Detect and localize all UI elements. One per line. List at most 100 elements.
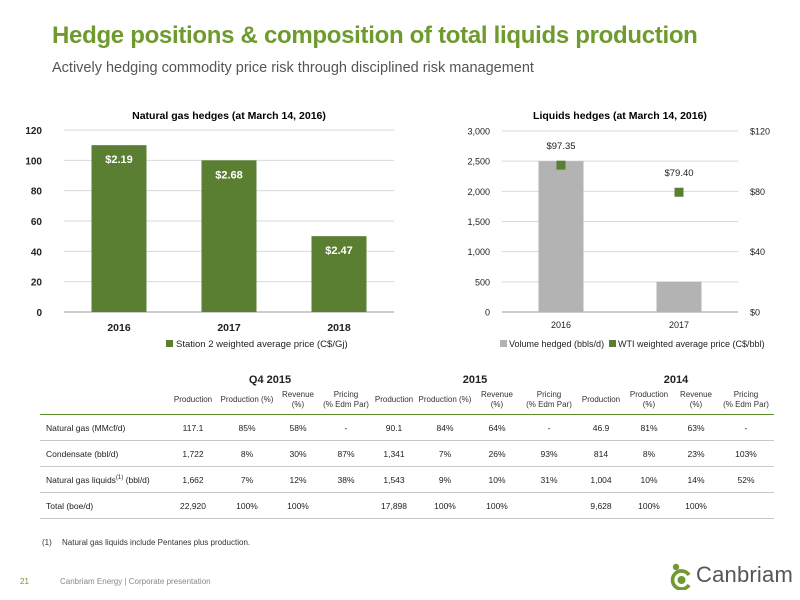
canbriam-logo-icon [670,563,691,590]
table-cell: 17,898 [372,492,416,519]
row-label-footnote-ref: (1) [115,474,124,481]
page-number: 21 [20,577,29,586]
y-tick-label: 2,500 [467,157,490,167]
table-cell: 26% [474,440,520,467]
row-label: Condensate (bbl/d) [40,440,168,467]
table-cell [718,492,774,519]
table-cell: 1,341 [372,440,416,467]
row-label-text: Natural gas (MMcf/d) [46,422,126,433]
y-tick-label: 80 [31,187,43,198]
table-cell: 814 [578,440,624,467]
canbriam-logo: Canbriam [668,560,793,590]
legend-label: Volume hedged (bbls/d) [509,339,604,349]
table-cell: 100% [474,492,520,519]
y2-tick-label: $80 [750,187,765,197]
x-tick-label: 2016 [107,322,131,334]
table-cell: 8% [624,440,674,467]
column-header: Production [578,388,624,415]
y2-tick-label: $40 [750,247,765,257]
logo-wordmark: Canbriam [696,562,793,587]
price-marker [674,187,684,197]
table-cell: 1,004 [578,466,624,493]
price-data-label: $79.40 [664,168,693,179]
table-row: Condensate (bbl/d) 1,722 8% 30% 87% 1,341 7% 26… [40,440,774,467]
table-cell: 1,722 [168,440,218,467]
table-cell: 1,662 [168,466,218,493]
x-tick-label: 2017 [217,322,241,334]
column-header: Pricing (% Edm Par) [520,388,578,415]
table-row: Total (boe/d) 22,920 100% 100% 17,898 100% 100… [40,492,774,519]
table-cell: 10% [474,466,520,493]
legend-label: WTI weighted average price (C$/bbl) [618,339,765,349]
table-cell: - [718,414,774,441]
table-cell: 1,543 [372,466,416,493]
table-header-row: Production Production (%) Revenue (%) Prici… [40,388,774,415]
table-cell: 46.9 [578,414,624,441]
table-cell: 9,628 [578,492,624,519]
liquids-composition-table: Q4 2015 2015 2014 Production Production (… [40,374,774,519]
chart-title: Natural gas hedges (at March 14, 2016) [132,110,326,122]
row-label-unit: (bbl/d) [123,474,150,485]
bar [538,161,584,312]
table-cell: 93% [520,440,578,467]
table-cell: 9% [416,466,474,493]
table-cell: 7% [416,440,474,467]
table-cell: 87% [320,440,372,467]
liquids-hedges-chart: Liquids hedges (at March 14, 2016) 0 500 1,… [440,100,790,362]
table-cell: 58% [276,414,320,441]
x-tick-label: 2018 [327,322,351,334]
column-header: Production [372,388,416,415]
x-tick-label: 2017 [669,320,689,330]
x-tick-label: 2016 [551,320,571,330]
y2-tick-label: $0 [750,308,760,318]
bar [91,145,147,312]
table-cell: 100% [624,492,674,519]
column-header: Production [168,388,218,415]
row-label-text: Natural gas liquids [46,474,116,485]
table-cell: 52% [718,466,774,493]
y-tick-label: 100 [25,156,42,167]
bar-data-label: $2.68 [215,169,243,181]
table-cell: 10% [624,466,674,493]
table-cell: 103% [718,440,774,467]
group-2014: 2014 [663,374,689,386]
legend-swatch [166,340,173,347]
footer-text: Canbriam Energy | Corporate presentation [60,577,211,586]
table-cell: 12% [276,466,320,493]
row-label: Natural gas liquids(1) (bbl/d) [40,466,168,493]
table-cell: 22,920 [168,492,218,519]
footnote: (1) Natural gas liquids include Pentanes … [42,538,250,547]
table-cell: 23% [674,440,718,467]
y-tick-label: 1,000 [467,247,490,257]
natural-gas-hedges-chart: Natural gas hedges (at March 14, 2016) 0 2… [14,100,414,362]
y-tick-label: 500 [475,277,490,287]
column-header: Revenue (%) [674,388,718,415]
table-cell: 117.1 [168,414,218,441]
liquids-chart-svg: Liquids hedges (at March 14, 2016) 0 500 1,… [467,110,770,349]
table-cell: 7% [218,466,276,493]
table-cell: 85% [218,414,276,441]
chart-title: Liquids hedges (at March 14, 2016) [533,110,707,122]
row-label-text: Total (boe/d) [46,500,94,511]
y-tick-label: 2,000 [467,187,490,197]
bar-data-label: $2.19 [105,154,133,166]
price-marker [556,160,566,170]
table-cell: 64% [474,414,520,441]
bar-data-label: $2.47 [325,245,353,257]
table-row: Natural gas liquids(1) (bbl/d) 1,662 7% 12%… [40,466,774,493]
table-cell: 8% [218,440,276,467]
y-tick-label: 60 [31,217,43,228]
table-cell: 14% [674,466,718,493]
column-header: Production (%) [416,388,474,415]
column-header: Production (%) [218,388,276,415]
table-cell: 100% [416,492,474,519]
y-tick-label: 120 [25,126,42,137]
table-row: Natural gas (MMcf/d) 117.1 85% 58% -90.1 84% 6… [40,414,774,441]
legend-swatch [609,340,616,347]
y-tick-label: 0 [36,308,42,319]
table-cell: 100% [276,492,320,519]
legend-swatch [500,340,507,347]
y2-tick-label: $120 [750,127,770,137]
y-tick-label: 1,500 [467,217,490,227]
row-label: Natural gas (MMcf/d) [40,414,168,441]
